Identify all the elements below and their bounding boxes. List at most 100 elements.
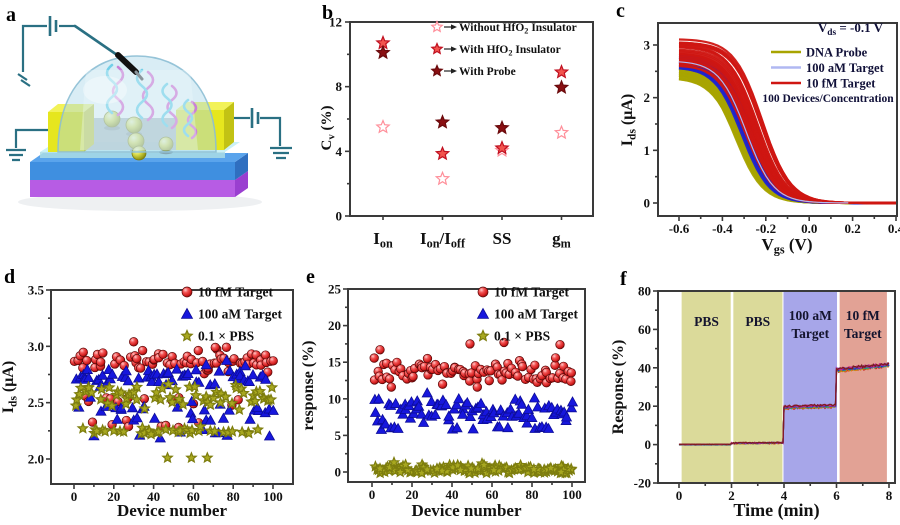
panel-label-b: b <box>322 2 334 24</box>
svg-text:10 fM Target: 10 fM Target <box>494 285 569 300</box>
panel-label-f: f <box>620 268 627 290</box>
ground-icon <box>6 148 26 162</box>
svg-text:Time (min): Time (min) <box>733 500 819 521</box>
svg-text:0: 0 <box>676 488 683 503</box>
svg-text:DNA Probe: DNA Probe <box>806 46 868 60</box>
ground-icon <box>270 146 292 160</box>
svg-text:20: 20 <box>638 399 651 414</box>
svg-text:With Probe: With Probe <box>459 66 516 78</box>
source-electrode <box>48 104 94 152</box>
c-bands <box>678 38 896 205</box>
d-axes: 0 20 40 60 80 100 2.0 2.5 3.0 3.5 Device number Ids… <box>0 282 294 520</box>
svg-text:3.0: 3.0 <box>28 339 44 354</box>
svg-text:Ion/Ioff: Ion/Ioff <box>420 229 466 251</box>
svg-text:15: 15 <box>328 355 342 370</box>
svg-text:Device number: Device number <box>411 501 521 520</box>
panel-c-svg: -0.6 -0.4 -0.2 0.0 0.2 0.4 0 1 2 3 Vgs (V) Ids (μA)… <box>620 20 900 257</box>
svg-text:100 aM Target: 100 aM Target <box>806 61 885 75</box>
svg-text:8: 8 <box>336 79 343 94</box>
f-axes: 0 2 4 6 8 -20 0 20 40 60 80 Time (min) Response (%) <box>610 284 896 521</box>
b-legend: Without HfO2 Insulator With HfO2 Insulato… <box>430 19 577 78</box>
svg-text:60: 60 <box>638 322 651 337</box>
panel-b-svg: 0 4 8 12 Ion Ion/Ioff SS gm Cv (%) Without HfO2 I… <box>320 15 594 251</box>
svg-text:Ion: Ion <box>373 229 393 251</box>
svg-text:0.0: 0.0 <box>801 221 817 236</box>
svg-text:100 aM: 100 aM <box>789 308 832 323</box>
water-droplet <box>57 55 217 153</box>
c-axes: -0.6 -0.4 -0.2 0.0 0.2 0.4 0 1 2 3 Vgs (V) Ids (μA) <box>620 22 900 257</box>
svg-text:0: 0 <box>644 196 651 211</box>
svg-text:40: 40 <box>446 487 459 502</box>
svg-text:40: 40 <box>638 360 651 375</box>
svg-text:0: 0 <box>645 437 652 452</box>
panel-label-c: c <box>616 0 625 22</box>
svg-text:Vds = -0.1 V: Vds = -0.1 V <box>818 20 884 38</box>
drain-circuit-wire <box>234 108 292 160</box>
svg-text:8: 8 <box>886 488 893 503</box>
svg-text:SS: SS <box>493 229 512 248</box>
svg-text:Vgs (V): Vgs (V) <box>762 235 813 257</box>
svg-text:2: 2 <box>644 90 651 105</box>
substrate <box>30 171 248 197</box>
source-ground-wire <box>6 128 48 162</box>
svg-text:0: 0 <box>71 489 78 504</box>
device-schematic <box>6 16 292 211</box>
panel-e-svg: 0 20 40 60 80 100 0 5 10 15 20 25 Device number respo… <box>300 282 586 520</box>
svg-text:2.5: 2.5 <box>28 395 45 410</box>
svg-text:Device number: Device number <box>117 501 227 520</box>
dna-strands <box>105 63 198 140</box>
svg-text:3.5: 3.5 <box>28 282 45 297</box>
svg-text:0.1 × PBS: 0.1 × PBS <box>198 329 254 344</box>
svg-text:0.4: 0.4 <box>888 221 900 236</box>
svg-text:80: 80 <box>638 284 651 299</box>
panel-a-illustration <box>0 0 320 262</box>
svg-text:Target: Target <box>844 326 882 341</box>
f-traces <box>678 361 890 446</box>
svg-text:10 fM Target: 10 fM Target <box>198 285 273 300</box>
device-shadow <box>18 193 262 211</box>
panel-label-e: e <box>306 266 315 288</box>
svg-text:3: 3 <box>644 37 651 52</box>
svg-text:Cv (%): Cv (%) <box>320 106 337 151</box>
svg-text:100: 100 <box>562 487 582 502</box>
svg-text:With HfO2 Insulator: With HfO2 Insulator <box>459 44 561 58</box>
svg-text:Ids (μA): Ids (μA) <box>0 361 20 413</box>
svg-text:60: 60 <box>486 487 499 502</box>
svg-text:gm: gm <box>552 229 571 251</box>
svg-text:-20: -20 <box>634 476 651 491</box>
svg-text:10 fM: 10 fM <box>846 308 880 323</box>
svg-text:2: 2 <box>728 488 735 503</box>
svg-text:PBS: PBS <box>745 314 770 329</box>
svg-text:80: 80 <box>227 489 240 504</box>
svg-text:20: 20 <box>406 487 419 502</box>
svg-text:Ids (μA): Ids (μA) <box>620 94 639 146</box>
svg-text:4: 4 <box>336 144 343 159</box>
b-axes: 0 4 8 12 Ion Ion/Ioff SS gm Cv (%) <box>320 15 594 251</box>
svg-text:40: 40 <box>147 489 160 504</box>
e-axes: 0 20 40 60 80 100 0 5 10 15 20 25 Device number respo… <box>300 282 586 520</box>
e-legend: 10 fM Target 100 aM Target 0.1 × PBS <box>476 285 578 344</box>
gate-probe <box>73 24 144 81</box>
svg-text:60: 60 <box>187 489 200 504</box>
svg-text:6: 6 <box>833 488 840 503</box>
panel-c-chart: -0.6 -0.4 -0.2 0.0 0.2 0.4 0 1 2 3 Vgs (V) Ids (μA)… <box>620 0 900 262</box>
svg-text:25: 25 <box>328 282 342 297</box>
panel-b-chart: 0 4 8 12 Ion Ion/Ioff SS gm Cv (%) Without HfO2 I… <box>320 0 620 262</box>
panel-f-chart: PBS PBS 100 aM Target 10 fM Target 0 2 4 6 8 -20 0 20… <box>610 262 900 525</box>
svg-text:20: 20 <box>328 318 341 333</box>
svg-text:Without HfO2 Insulator: Without HfO2 Insulator <box>459 22 577 36</box>
panel-e-chart: 0 20 40 60 80 100 0 5 10 15 20 25 Device number respo… <box>300 262 610 525</box>
gate-circuit-wire <box>17 16 75 87</box>
svg-text:12: 12 <box>329 15 342 30</box>
svg-text:2.0: 2.0 <box>28 452 44 467</box>
svg-text:80: 80 <box>526 487 539 502</box>
panel-d-chart: 0 20 40 60 80 100 2.0 2.5 3.0 3.5 Device number Ids… <box>0 262 310 525</box>
svg-text:-0.6: -0.6 <box>669 221 690 236</box>
svg-text:-0.4: -0.4 <box>712 221 733 236</box>
panel-label-d: d <box>4 266 16 288</box>
svg-text:10: 10 <box>328 391 341 406</box>
svg-text:0: 0 <box>335 465 342 480</box>
svg-text:0.2: 0.2 <box>844 221 860 236</box>
